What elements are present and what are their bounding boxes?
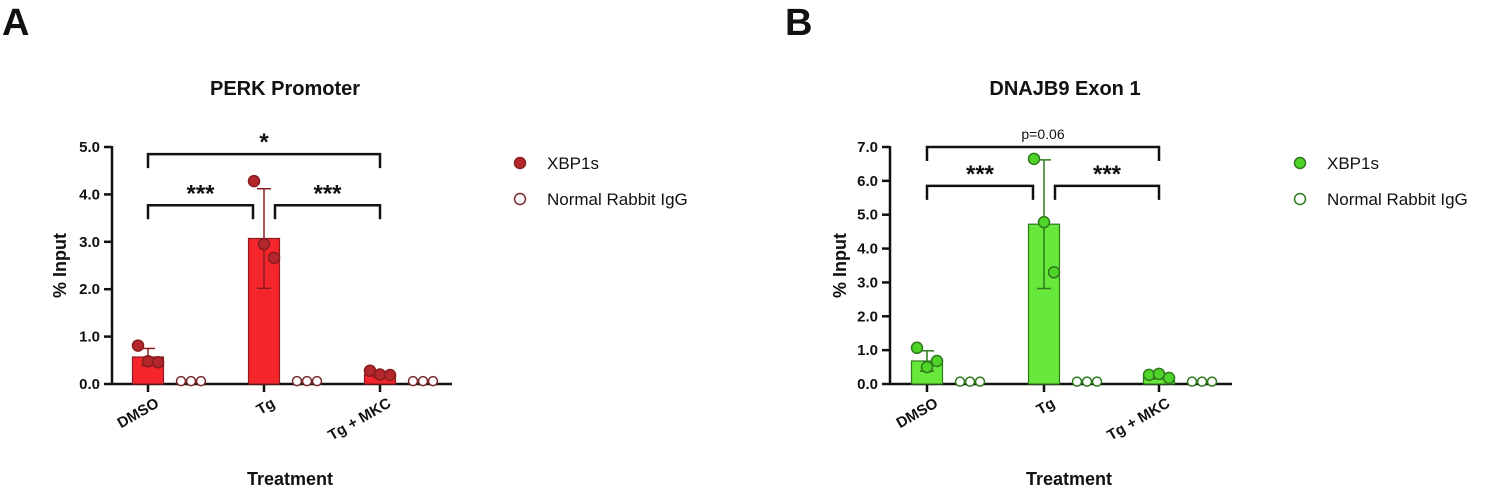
data-point — [1037, 215, 1051, 229]
data-point — [131, 339, 145, 352]
data-point-hollow — [964, 376, 976, 387]
x-tick-label: Tg + MKC — [325, 395, 394, 445]
y-tick-label: 1.0 — [857, 342, 878, 359]
significance-bracket — [925, 184, 1035, 200]
x-tick-label: Tg — [254, 395, 278, 419]
data-point-hollow — [1091, 376, 1103, 387]
panel-letter: B — [785, 2, 812, 44]
data-point — [1027, 152, 1041, 166]
data-point — [383, 368, 397, 382]
x-axis-label: Treatment — [1026, 469, 1112, 489]
x-tick-label: DMSO — [894, 395, 942, 432]
significance-bracket — [1053, 184, 1161, 200]
data-point-hollow — [427, 375, 439, 387]
data-point — [151, 355, 165, 369]
x-axis-label: Treatment — [247, 469, 333, 489]
significance-bracket — [146, 204, 255, 220]
y-axis-label: % Input — [830, 233, 850, 298]
legend-marker — [513, 192, 527, 206]
legend-label: Normal Rabbit IgG — [1327, 190, 1468, 209]
y-tick-label: 5.0 — [857, 207, 878, 224]
significance-bracket — [146, 152, 382, 169]
significance-label: *** — [1093, 161, 1122, 188]
significance-label: p=0.06 — [1021, 126, 1064, 142]
data-point-hollow — [1186, 376, 1198, 387]
y-tick-label: 3.0 — [857, 274, 878, 291]
data-point — [1047, 266, 1061, 279]
x-tick-label: Tg — [1034, 395, 1058, 419]
data-point-hollow — [974, 376, 986, 387]
data-point — [930, 354, 944, 368]
data-point-hollow — [195, 375, 207, 387]
data-point — [1162, 371, 1176, 385]
y-tick-label: 4.0 — [857, 241, 878, 258]
data-point-hollow — [1196, 376, 1208, 387]
data-point-hollow — [1071, 376, 1083, 387]
data-point — [257, 237, 271, 251]
data-point — [920, 360, 934, 374]
significance-label: *** — [313, 180, 342, 207]
significance-label: *** — [186, 180, 215, 207]
panel-b: B DNAJB9 Exon 1 0.0 1.0 2.0 3.0 4.0 5.0 6.0 7.0 % … — [785, 2, 1468, 489]
y-tick-label: 1.0 — [79, 329, 100, 346]
y-tick-label: 0.0 — [857, 376, 878, 393]
data-point — [247, 174, 261, 188]
legend-marker — [513, 156, 527, 170]
significance-label: *** — [966, 161, 995, 188]
legend-marker — [1293, 192, 1307, 206]
y-tick-label: 2.0 — [79, 281, 100, 298]
legend-label: XBP1s — [1327, 154, 1379, 173]
data-point-hollow — [1081, 376, 1093, 387]
y-tick-label: 6.0 — [857, 173, 878, 190]
data-point — [267, 251, 281, 265]
y-tick-label: 5.0 — [79, 139, 100, 156]
data-point-hollow — [311, 375, 323, 387]
panel-a: A PERK Promoter 0.0 1.0 2.0 3.0 4.0 5.0 % Input T… — [2, 2, 688, 489]
data-point-hollow — [417, 375, 429, 387]
x-tick-label: Tg + MKC — [1104, 395, 1173, 445]
y-tick-label: 0.0 — [79, 376, 100, 393]
data-point-hollow — [301, 375, 313, 387]
data-point-hollow — [185, 375, 197, 387]
y-tick-label: 3.0 — [79, 234, 100, 251]
y-tick-label: 2.0 — [857, 308, 878, 325]
data-point-hollow — [407, 375, 419, 387]
data-point-hollow — [954, 376, 966, 387]
chart-title: DNAJB9 Exon 1 — [989, 78, 1140, 100]
data-point — [910, 341, 924, 355]
significance-label: * — [259, 129, 269, 156]
legend-label: Normal Rabbit IgG — [547, 190, 688, 209]
y-axis-label: % Input — [50, 233, 70, 298]
panel-letter: A — [2, 2, 29, 44]
chart-title: PERK Promoter — [210, 78, 360, 100]
significance-bracket — [925, 145, 1161, 161]
data-point-hollow — [175, 375, 187, 387]
x-tick-label: DMSO — [115, 395, 163, 432]
y-tick-label: 4.0 — [79, 186, 100, 203]
legend-label: XBP1s — [547, 154, 599, 173]
legend-marker — [1293, 156, 1307, 170]
data-point-hollow — [291, 375, 303, 387]
significance-bracket — [273, 204, 382, 220]
y-tick-label: 7.0 — [857, 139, 878, 156]
data-point-hollow — [1206, 376, 1218, 387]
